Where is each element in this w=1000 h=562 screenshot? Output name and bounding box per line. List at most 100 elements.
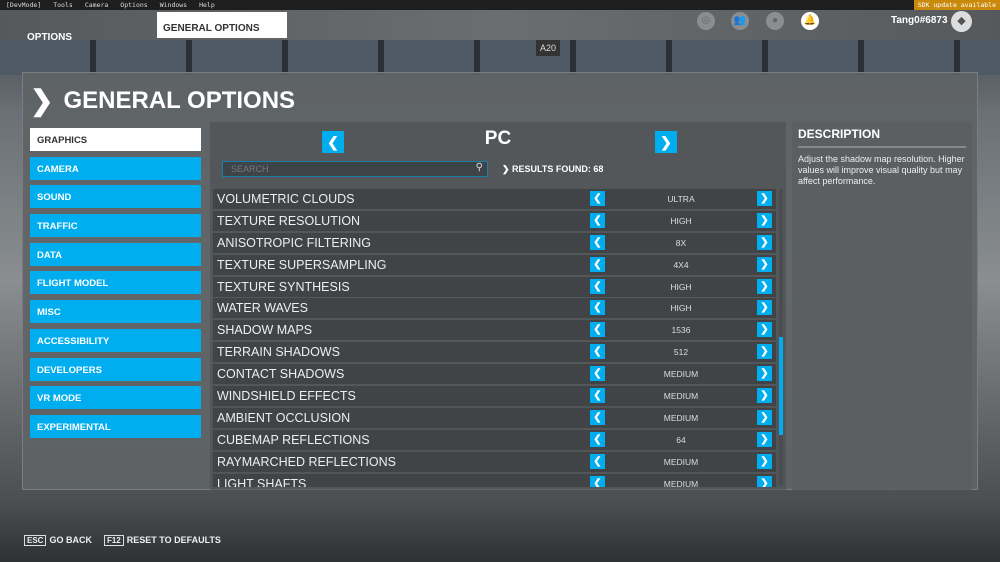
sidebar-item-accessibility[interactable]: ACCESSIBILITY (30, 328, 201, 352)
username[interactable]: Tang0#6873 (891, 15, 948, 26)
menu-devmode[interactable]: [DevMode] (6, 1, 42, 9)
setting-increase-button[interactable]: ❯ (757, 409, 772, 425)
setting-increase-button[interactable]: ❯ (757, 234, 772, 250)
menu-windows[interactable]: Windows (159, 1, 188, 9)
search-icon[interactable]: ⚲ (475, 162, 483, 173)
setting-label: RAYMARCHED REFLECTIONS (217, 454, 396, 469)
setting-value: MEDIUM (663, 412, 699, 423)
setting-label: TEXTURE SYNTHESIS (217, 279, 350, 294)
setting-value: HIGH (670, 303, 692, 314)
sidebar-item-traffic[interactable]: TRAFFIC (30, 214, 201, 238)
setting-row[interactable]: TERRAIN SHADOWS ❮ 512 ❯ (213, 342, 776, 363)
setting-decrease-button[interactable]: ❮ (590, 322, 605, 338)
setting-value: 8X (675, 237, 687, 248)
setting-decrease-button[interactable]: ❮ (590, 256, 605, 272)
menu-tools[interactable]: Tools (53, 1, 73, 9)
page-title: ❯ GENERAL OPTIONS (30, 84, 295, 117)
setting-decrease-button[interactable]: ❮ (590, 300, 605, 316)
setting-row[interactable]: ANISOTROPIC FILTERING ❮ 8X ❯ (213, 232, 776, 253)
setting-decrease-button[interactable]: ❮ (590, 191, 605, 206)
setting-decrease-button[interactable]: ❮ (590, 453, 605, 469)
sidebar-item-vr-mode[interactable]: VR MODE (30, 386, 201, 410)
setting-row[interactable]: AMBIENT OCCLUSION ❮ MEDIUM ❯ (213, 407, 776, 428)
setting-decrease-button[interactable]: ❮ (590, 409, 605, 425)
tab-general-options[interactable]: GENERAL OPTIONS (157, 12, 287, 38)
setting-decrease-button[interactable]: ❮ (590, 475, 605, 487)
setting-decrease-button[interactable]: ❮ (590, 366, 605, 382)
setting-row[interactable]: TEXTURE SYNTHESIS ❮ HIGH ❯ (213, 276, 776, 297)
setting-increase-button[interactable]: ❯ (757, 300, 772, 316)
setting-increase-button[interactable]: ❯ (757, 344, 772, 360)
preset-prev-button[interactable]: ❮ (322, 131, 344, 153)
setting-increase-button[interactable]: ❯ (757, 431, 772, 447)
setting-increase-button[interactable]: ❯ (757, 191, 772, 206)
setting-increase-button[interactable]: ❯ (757, 366, 772, 382)
scrollbar[interactable] (779, 189, 783, 485)
sidebar-item-developers[interactable]: DEVELOPERS (30, 357, 201, 381)
sidebar-item-graphics[interactable]: GRAPHICS (30, 128, 201, 151)
setting-increase-button[interactable]: ❯ (757, 322, 772, 338)
setting-increase-button[interactable]: ❯ (757, 278, 772, 294)
search-placeholder: SEARCH (231, 164, 269, 174)
setting-decrease-button[interactable]: ❮ (590, 431, 605, 447)
setting-increase-button[interactable]: ❯ (757, 256, 772, 272)
description-text: Adjust the shadow map resolution. Higher… (798, 154, 965, 186)
setting-row[interactable]: SHADOW MAPS ❮ 1536 ❯ (213, 320, 776, 341)
sidebar-item-data[interactable]: DATA (30, 242, 201, 266)
setting-value: 1536 (671, 325, 691, 336)
reset-defaults-button[interactable]: F12 RESET TO DEFAULTS (103, 535, 221, 546)
setting-row[interactable]: LIGHT SHAFTS ❮ MEDIUM ❯ (213, 473, 776, 487)
setting-decrease-button[interactable]: ❮ (590, 344, 605, 360)
sidebar-item-sound[interactable]: SOUND (30, 185, 201, 209)
setting-decrease-button[interactable]: ❮ (590, 212, 605, 228)
avatar[interactable]: ◆ (951, 11, 972, 32)
sidebar-item-camera[interactable]: CAMERA (30, 156, 201, 180)
setting-increase-button[interactable]: ❯ (757, 212, 772, 228)
description-panel: DESCRIPTION Adjust the shadow map resolu… (792, 122, 972, 490)
setting-row[interactable]: WINDSHIELD EFFECTS ❮ MEDIUM ❯ (213, 386, 776, 407)
setting-decrease-button[interactable]: ❮ (590, 388, 605, 404)
sidebar-item-misc[interactable]: MISC (30, 300, 201, 324)
setting-value: HIGH (670, 215, 692, 226)
sdk-update-badge[interactable]: SDK update available (913, 0, 1000, 10)
sidebar-item-experimental[interactable]: EXPERIMENTAL (30, 414, 201, 438)
setting-increase-button[interactable]: ❯ (757, 388, 772, 404)
menu-bar: [DevMode] Tools Camera Options Windows H… (0, 0, 1000, 10)
setting-decrease-button[interactable]: ❮ (590, 278, 605, 294)
menu-help[interactable]: Help (199, 1, 215, 9)
setting-row[interactable]: RAYMARCHED REFLECTIONS ❮ MEDIUM ❯ (213, 451, 776, 472)
notifications-icon[interactable]: 🔔 (801, 12, 819, 30)
profile-icon[interactable]: ● (766, 12, 784, 30)
setting-row[interactable]: CONTACT SHADOWS ❮ MEDIUM ❯ (213, 364, 776, 385)
menu-camera[interactable]: Camera (84, 1, 109, 9)
setting-row[interactable]: CUBEMAP REFLECTIONS ❮ 64 ❯ (213, 429, 776, 450)
search-input[interactable]: SEARCH ⚲ (222, 161, 488, 177)
setting-label: CONTACT SHADOWS (217, 367, 345, 382)
reset-label: RESET TO DEFAULTS (126, 535, 221, 545)
description-title: DESCRIPTION (798, 127, 966, 148)
results-count: ❯ RESULTS FOUND: 68 (497, 161, 777, 177)
setting-row[interactable]: VOLUMETRIC CLOUDS ❮ ULTRA ❯ (213, 189, 776, 209)
go-back-label: GO BACK (49, 535, 92, 545)
setting-value: 4X4 (673, 259, 689, 270)
setting-value: MEDIUM (663, 391, 699, 402)
preset-next-button[interactable]: ❯ (655, 131, 677, 153)
setting-increase-button[interactable]: ❯ (757, 453, 772, 469)
setting-value: MEDIUM (663, 369, 699, 380)
setting-label: TEXTURE SUPERSAMPLING (217, 257, 387, 272)
setting-row[interactable]: TEXTURE SUPERSAMPLING ❮ 4X4 ❯ (213, 254, 776, 275)
setting-decrease-button[interactable]: ❮ (590, 234, 605, 250)
setting-increase-button[interactable]: ❯ (757, 475, 772, 487)
setting-value: MEDIUM (663, 456, 699, 467)
f12-key: F12 (103, 535, 124, 546)
activity-icon[interactable]: ◎ (697, 12, 715, 30)
setting-row[interactable]: TEXTURE RESOLUTION ❮ HIGH ❯ (213, 210, 776, 231)
setting-row[interactable]: WATER WAVES ❮ HIGH ❯ (213, 298, 776, 319)
background-scene (0, 40, 1000, 75)
chevron-right-icon: ❯ (30, 85, 54, 116)
friends-icon[interactable]: 👥 (731, 12, 749, 30)
go-back-button[interactable]: ESC GO BACK (24, 535, 92, 546)
scrollbar-thumb[interactable] (779, 337, 783, 435)
sidebar-item-flight-model[interactable]: FLIGHT MODEL (30, 271, 201, 295)
menu-options[interactable]: Options (120, 1, 148, 9)
